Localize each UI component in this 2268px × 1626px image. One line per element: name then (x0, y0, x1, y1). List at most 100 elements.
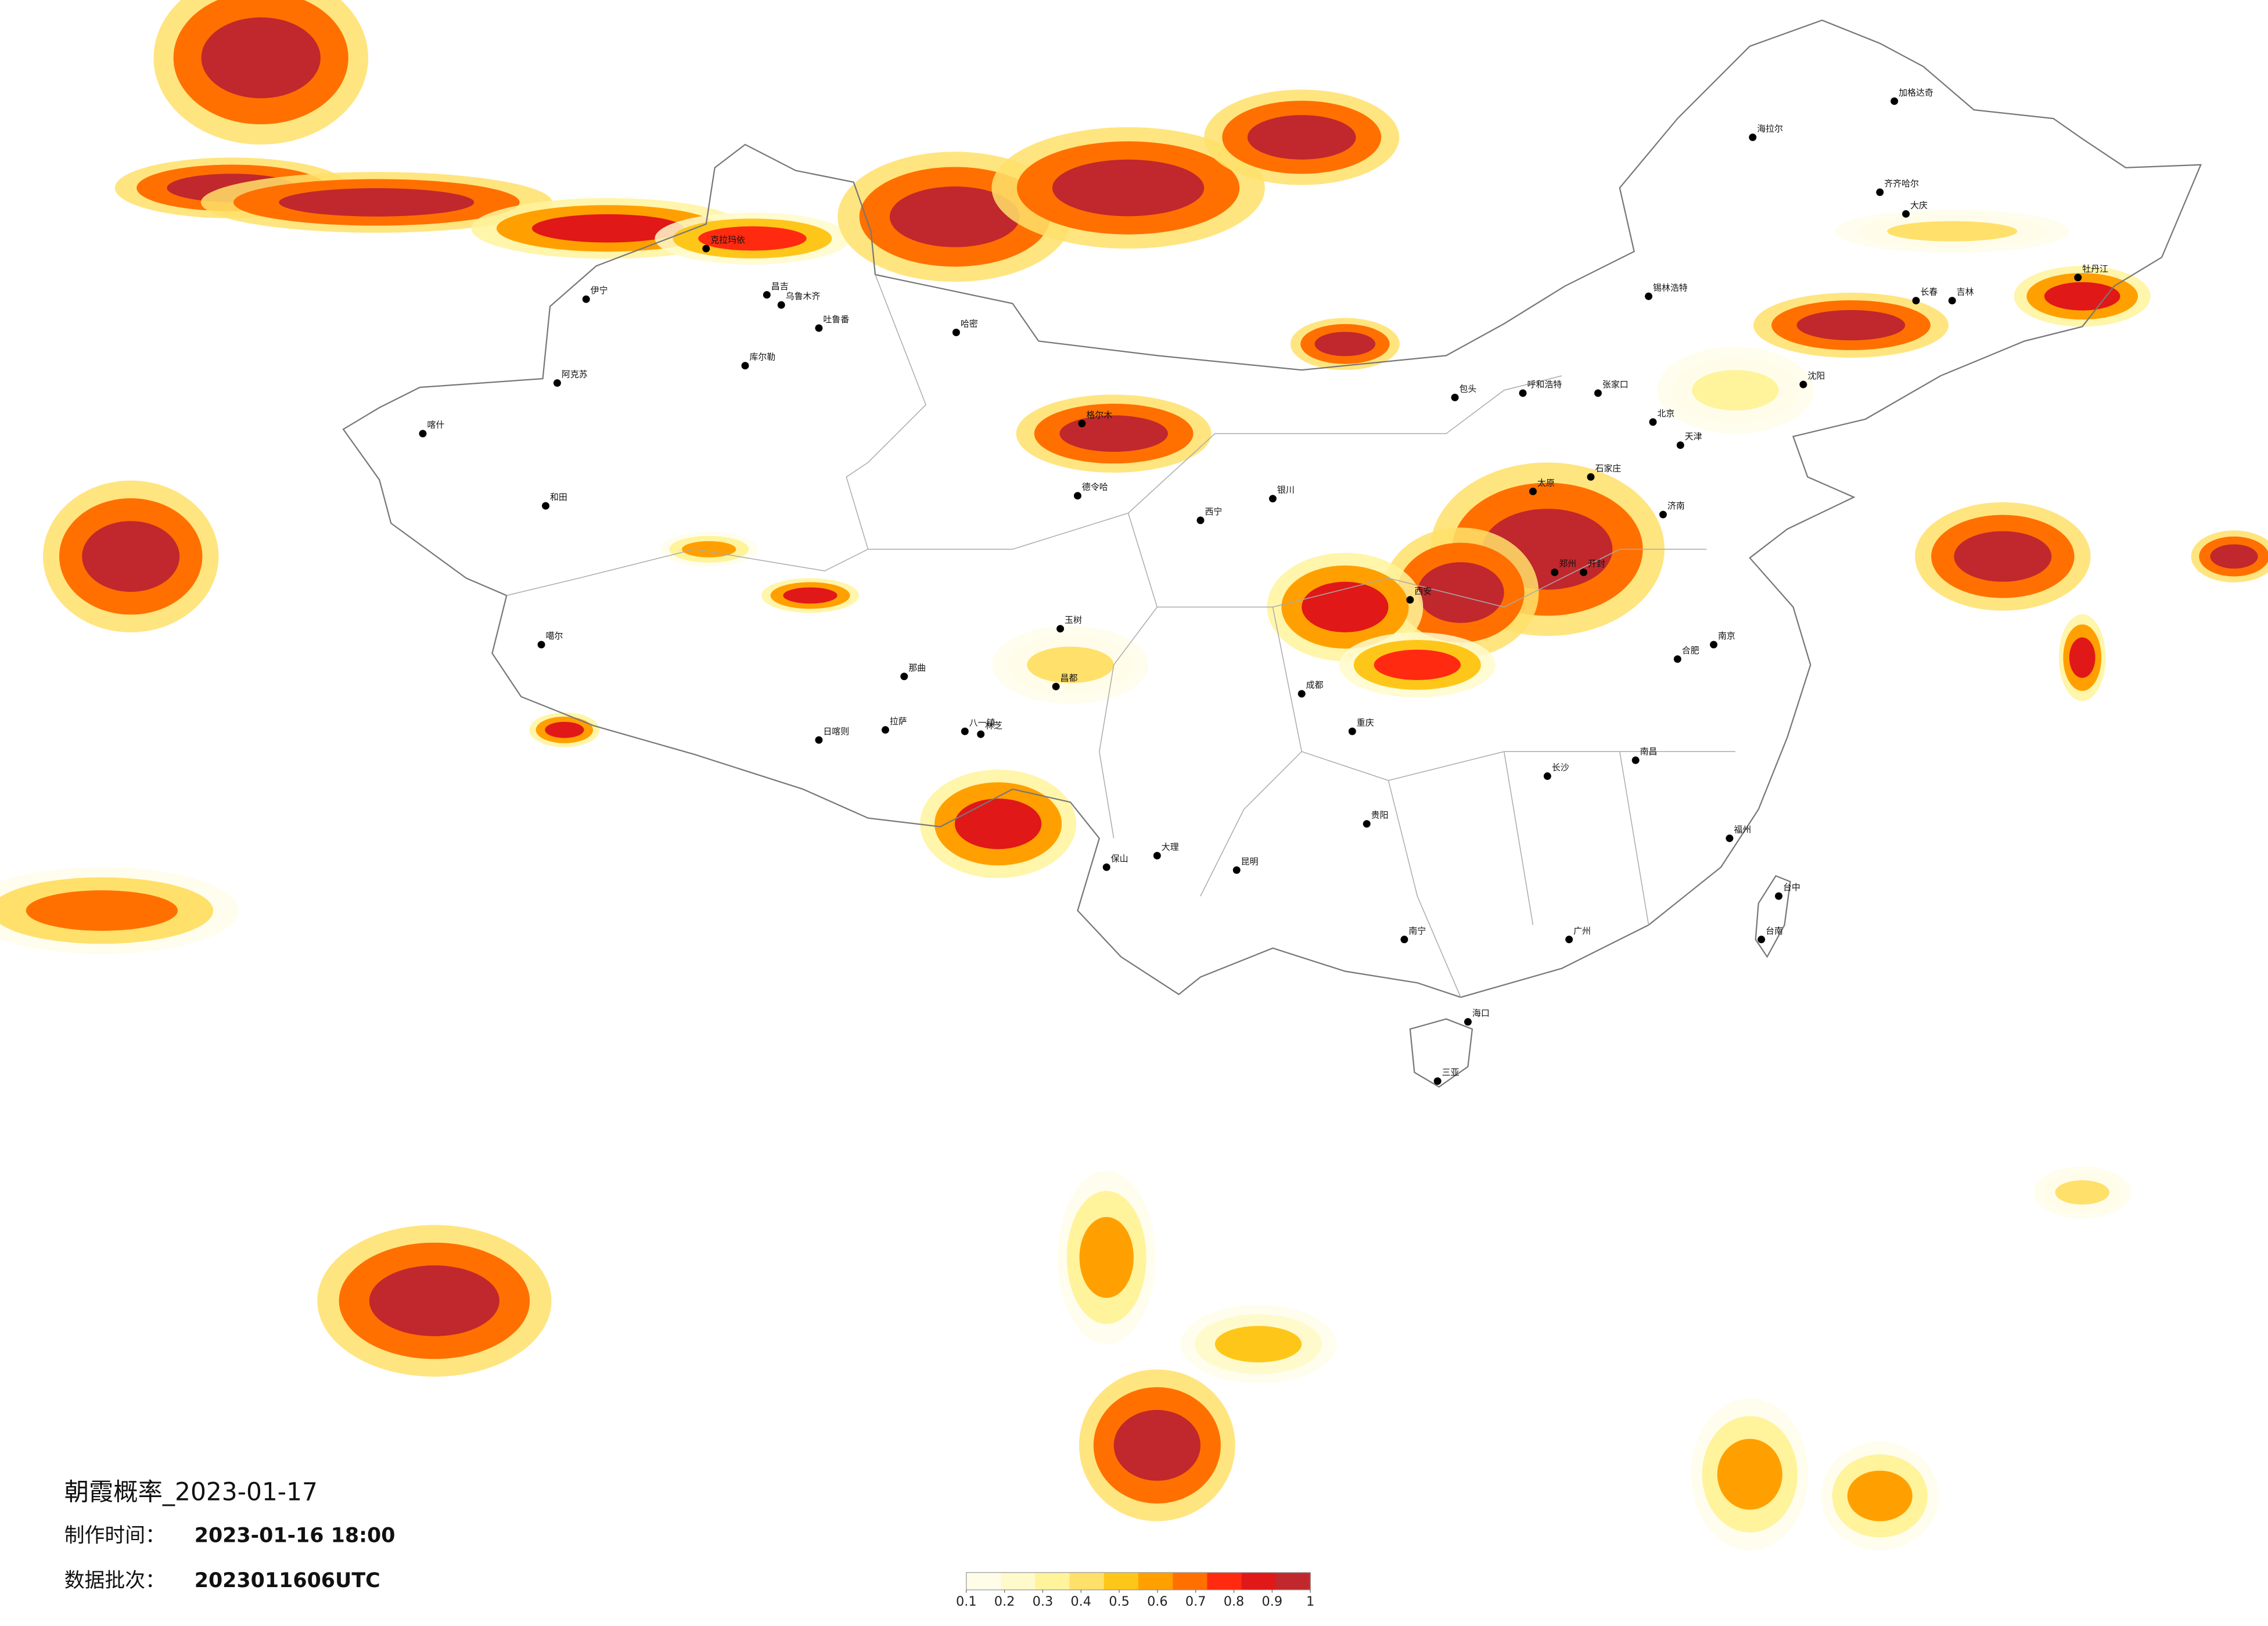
colorbar-tick-label: 0.1 (956, 1594, 977, 1609)
city-dot (777, 301, 785, 309)
city-label: 济南 (1667, 501, 1685, 511)
city-label: 牡丹江 (2082, 264, 2108, 274)
city-label: 张家口 (1602, 379, 1629, 390)
city-label: 南昌 (1640, 746, 1658, 757)
heat-core (531, 214, 684, 243)
heat-core (1374, 649, 1461, 681)
heat-core (1079, 1217, 1134, 1298)
city-dot (1775, 892, 1783, 900)
city-dot (1948, 297, 1956, 305)
colorbar-swatch (1207, 1572, 1242, 1590)
heat-core (1027, 646, 1114, 684)
city-label: 齐齐哈尔 (1884, 178, 1919, 189)
colorbar-swatch (1035, 1572, 1070, 1590)
city-dot (1594, 389, 1602, 397)
heat-core (545, 721, 584, 738)
city-dot (419, 430, 427, 438)
heat-core (1954, 531, 2052, 582)
city-dot (1659, 510, 1667, 519)
heat-core (1052, 159, 1205, 217)
city-dot (900, 672, 908, 681)
city-label: 福州 (1734, 825, 1751, 835)
city-label: 成都 (1306, 680, 1324, 690)
city-label: 天津 (1685, 431, 1702, 442)
city-dot (1645, 292, 1653, 300)
city-dot (1649, 418, 1657, 426)
heat-core (369, 1265, 499, 1336)
island-border (1755, 875, 1791, 958)
city-label: 大理 (1162, 841, 1179, 852)
city-label: 银川 (1277, 485, 1295, 495)
colorbar-swatch (1173, 1572, 1208, 1590)
city-dot (1464, 1018, 1472, 1026)
heat-core (279, 188, 475, 217)
city-dot (582, 295, 590, 303)
heat-core (1059, 415, 1168, 452)
heat-core (1717, 1438, 1782, 1510)
city-label: 乌鲁木齐 (786, 291, 821, 301)
city-label: 包头 (1460, 383, 1477, 394)
city-dot (1890, 97, 1899, 105)
city-label: 长沙 (1552, 762, 1569, 773)
city-label: 台中 (1783, 882, 1800, 893)
city-dot (1565, 936, 1573, 944)
city-label: 大庆 (1910, 200, 1928, 210)
heat-core (2069, 637, 2096, 678)
colorbar-tick-label: 0.5 (1109, 1594, 1130, 1609)
city-label: 重庆 (1357, 717, 1374, 728)
city-label: 伊宁 (591, 285, 608, 296)
heat-core (1113, 1409, 1201, 1481)
city-dot (1052, 682, 1060, 690)
colorbar-swatch (1275, 1572, 1311, 1590)
city-label: 玉树 (1065, 615, 1082, 625)
city-label: 昌吉 (771, 281, 789, 292)
city-label: 沈阳 (1807, 370, 1825, 381)
city-label: 日喀则 (823, 726, 849, 736)
city-dot (1580, 569, 1588, 577)
city-dot (952, 328, 960, 336)
city-dot (553, 379, 561, 387)
city-dot (1268, 495, 1277, 503)
city-label: 西安 (1414, 586, 1432, 596)
city-dot (1056, 625, 1065, 633)
city-label: 阿克苏 (562, 369, 588, 380)
heat-core (2044, 282, 2120, 311)
colorbar-swatch (1138, 1572, 1173, 1590)
city-label: 林芝 (985, 720, 1002, 731)
city-dot (1551, 569, 1559, 577)
province-border (506, 274, 1735, 998)
city-dot (1710, 641, 1718, 649)
heat-core (26, 890, 178, 931)
city-dot (1673, 655, 1681, 663)
city-label: 台南 (1766, 926, 1783, 936)
city-label: 那曲 (908, 663, 926, 673)
city-dot (1232, 866, 1241, 874)
colorbar-swatch (1104, 1572, 1139, 1590)
colorbar-tick-label: 0.7 (1185, 1594, 1206, 1609)
island-border (1409, 1018, 1473, 1088)
city-dot (815, 736, 823, 744)
city-label: 哈密 (961, 318, 978, 329)
heat-core (1847, 1470, 1913, 1521)
heat-core (1796, 310, 1906, 341)
colorbar-tick-label: 1 (1306, 1594, 1314, 1609)
colorbar-tick-label: 0.2 (994, 1594, 1015, 1609)
city-dot (1726, 834, 1734, 843)
city-dot (1102, 863, 1110, 871)
colorbar-swatch (1001, 1572, 1036, 1590)
city-dot (1073, 492, 1081, 500)
city-label: 海口 (1472, 1008, 1490, 1019)
city-dot (1297, 690, 1306, 698)
colorbar-frame (966, 1572, 1311, 1591)
batch-value: 2023011606UTC (195, 1569, 380, 1592)
heat-core (682, 541, 736, 557)
city-label: 保山 (1111, 853, 1128, 864)
heat-core (698, 226, 807, 251)
city-dot (1451, 393, 1459, 401)
city-label: 海拉尔 (1757, 123, 1783, 134)
city-label: 八一镇 (969, 717, 995, 728)
city-dot (1902, 210, 1910, 218)
city-dot (1406, 596, 1414, 604)
city-dot (1078, 419, 1086, 427)
heat-core (1692, 370, 1779, 411)
